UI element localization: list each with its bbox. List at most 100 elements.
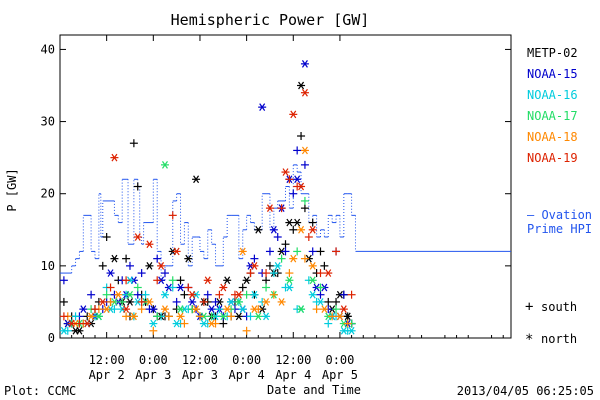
noaa-16-north-point — [273, 262, 282, 270]
noaa-16-north-point — [59, 326, 68, 335]
metp-02-north-point — [285, 218, 294, 227]
footer-timestamp: 2013/04/05 06:25:05 — [457, 384, 594, 398]
noaa-16-north-point — [285, 283, 294, 292]
metp-02-north-point — [254, 225, 263, 234]
noaa-17-north-point — [234, 298, 243, 306]
noaa-17-south-point — [262, 283, 271, 292]
noaa-18-south-point — [149, 326, 158, 335]
y-tick-label: 10 — [41, 259, 55, 273]
noaa-17-north-point — [219, 312, 228, 321]
noaa-17-north-point — [160, 161, 169, 169]
noaa-18-north-point — [320, 305, 329, 313]
metp-02-south-point — [308, 218, 317, 227]
x-tick-label-date: Apr 3 — [182, 368, 218, 382]
noaa-17-north-point — [125, 290, 134, 299]
legend: METP-02 NOAA-15 NOAA-16 NOAA-17 NOAA-18 … — [525, 46, 592, 348]
metp-02-south-point — [122, 254, 131, 263]
noaa-15-north-point — [79, 305, 88, 313]
metp-02-south-point — [324, 297, 333, 306]
noaa-19-south-point — [90, 305, 99, 314]
legend-entry-noaa-19: NOAA-19 — [527, 151, 578, 165]
noaa-19-south-point — [59, 312, 68, 321]
noaa-16-north-point — [199, 319, 208, 328]
noaa-15-north-point — [269, 225, 278, 234]
noaa-18-north-point — [250, 305, 259, 313]
noaa-18-south-point — [180, 319, 189, 328]
noaa-19-north-point — [110, 153, 119, 162]
y-tick-label: 30 — [41, 115, 55, 129]
noaa-18-south-point — [106, 297, 115, 306]
metp-02-south-point — [281, 240, 290, 249]
metp-02-north-point — [234, 312, 243, 321]
x-tick-label-time: 12:00 — [275, 353, 311, 367]
noaa-15-south-point — [265, 247, 274, 256]
noaa-15-north-point — [149, 305, 158, 313]
noaa-15-north-point — [176, 283, 185, 292]
metp-02-north-point — [343, 312, 352, 321]
noaa-15-south-point — [281, 247, 290, 256]
noaa-19-north-point — [98, 298, 107, 306]
noaa-19-north-point — [324, 269, 333, 277]
noaa-15-south-point — [59, 276, 68, 285]
metp-02-north-point — [242, 276, 251, 285]
noaa-15-north-point — [207, 305, 216, 313]
noaa-16-north-point — [347, 326, 356, 335]
noaa-16-south-point — [141, 290, 150, 299]
noaa-17-south-point — [242, 290, 251, 299]
noaa-19-north-point — [67, 319, 76, 328]
ovation-legend-line-2: Prime HPI — [527, 222, 592, 236]
metp-02-south-point — [265, 261, 274, 270]
noaa-17-north-point — [94, 312, 103, 321]
legend-entry-noaa-16: NOAA-16 — [527, 88, 578, 102]
noaa-17-south-point — [332, 305, 341, 314]
noaa-15-south-point — [211, 297, 220, 306]
noaa-18-north-point — [176, 312, 185, 321]
marker-key-south-symbol: + — [525, 299, 533, 315]
noaa-16-south-point — [246, 312, 255, 321]
noaa-19-north-point — [297, 182, 306, 191]
noaa-19-south-point — [277, 204, 286, 213]
noaa-18-north-point — [223, 305, 232, 313]
noaa-15-north-point — [188, 298, 197, 306]
noaa-15-north-point — [106, 269, 115, 277]
noaa-15-south-point — [125, 261, 134, 270]
noaa-16-north-point — [238, 305, 247, 313]
noaa-15-north-point — [300, 60, 309, 68]
noaa-19-north-point — [289, 110, 298, 119]
metp-02-south-point — [262, 276, 271, 285]
x-axis-label: Date and Time — [267, 383, 361, 397]
footer-plot-label: Plot: CCMC — [4, 384, 76, 398]
noaa-15-south-point — [289, 189, 298, 198]
noaa-16-south-point — [215, 305, 224, 314]
noaa-17-north-point — [285, 276, 294, 285]
noaa-16-north-point — [172, 319, 181, 328]
metp-02-north-point — [125, 298, 134, 306]
noaa-19-south-point — [137, 297, 146, 306]
noaa-15-south-point — [133, 290, 142, 299]
noaa-19-north-point — [203, 276, 212, 285]
noaa-18-north-point — [87, 312, 96, 321]
metp-02-south-point — [289, 225, 298, 234]
noaa-19-north-point — [122, 305, 131, 313]
metp-02-north-point — [110, 254, 119, 263]
metp-02-south-point — [219, 319, 228, 328]
noaa-16-south-point — [71, 312, 80, 321]
legend-entry-noaa-15: NOAA-15 — [527, 67, 578, 81]
metp-02-north-point — [192, 175, 201, 184]
noaa-18-south-point — [227, 312, 236, 321]
noaa-18-north-point — [129, 312, 138, 321]
noaa-19-north-point — [172, 247, 181, 256]
noaa-19-north-point — [250, 262, 259, 270]
noaa-19-north-point — [133, 233, 142, 241]
noaa-17-north-point — [308, 276, 317, 285]
noaa-19-south-point — [122, 276, 131, 285]
metp-02-north-point — [297, 81, 306, 90]
noaa-16-north-point — [160, 290, 169, 299]
y-axis-label: P [GW] — [5, 168, 19, 211]
x-tick-label-date: Apr 5 — [322, 368, 358, 382]
noaa-18-north-point — [262, 298, 271, 306]
noaa-17-south-point — [153, 312, 162, 321]
noaa-17-south-point — [133, 283, 142, 292]
